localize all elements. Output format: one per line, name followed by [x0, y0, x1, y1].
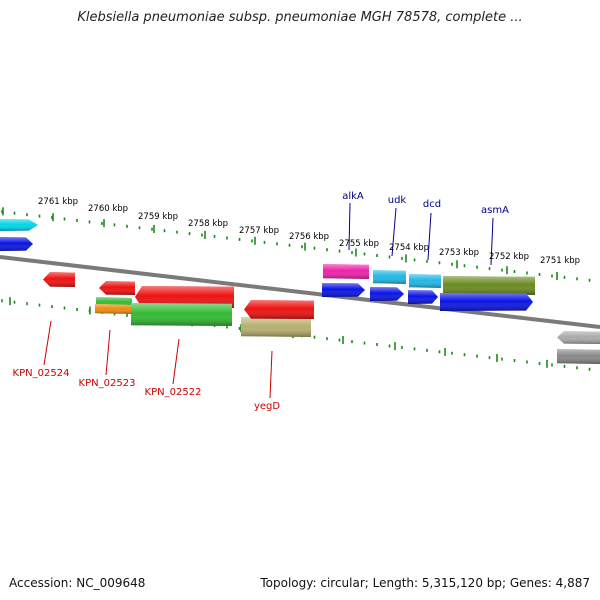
gene-feature-blue-feature-3[interactable] — [408, 290, 438, 304]
kbp-label: 2758 kbp — [188, 219, 228, 229]
gene-feature-asmA[interactable] — [443, 276, 535, 295]
gene-label-udk: udk — [388, 195, 407, 206]
gene-feature-KPN_02523-orange[interactable] — [95, 304, 131, 314]
gene-feature-red-feature-right[interactable] — [244, 300, 314, 319]
leader-line — [105, 329, 111, 376]
leader-line — [348, 202, 351, 251]
gene-feature-feature[interactable] — [557, 349, 600, 364]
leader-line — [490, 217, 494, 266]
genome-backbone — [0, 255, 600, 329]
kbp-label: 2756 kbp — [289, 232, 329, 242]
leader-line — [391, 207, 397, 257]
kbp-label: 2754 kbp — [389, 243, 429, 253]
outer-tick-track — [1, 207, 591, 282]
gene-feature-udk[interactable] — [373, 270, 406, 284]
kbp-labels: 2761 kbp 2760 kbp 2759 kbp 2758 kbp 2757 kbp… — [38, 197, 580, 266]
leader-line — [427, 212, 432, 261]
gene-feature-blue-feature-1[interactable] — [322, 283, 365, 297]
gene-label-asmA: asmA — [481, 205, 509, 216]
kbp-label: 2760 kbp — [88, 204, 128, 214]
genome-title: Klebsiella pneumoniae subsp. pneumoniae … — [77, 10, 523, 25]
kbp-label: 2751 kbp — [540, 256, 580, 266]
leader-line — [269, 350, 273, 399]
leader-line — [43, 320, 52, 366]
accession-text: Accession: NC_009648 — [9, 576, 146, 590]
gene-label-alkA: alkA — [342, 191, 364, 202]
leader-line — [172, 338, 180, 385]
gene-feature-KPN_02524[interactable] — [43, 272, 75, 287]
kbp-label: 2753 kbp — [439, 248, 479, 258]
kbp-label: 2755 kbp — [339, 239, 379, 249]
gene-label-dcd: dcd — [423, 199, 441, 210]
gene-feature-gray-feature-right[interactable] — [557, 331, 600, 344]
kbp-label: 2759 kbp — [138, 212, 178, 222]
gene-labels-top: alkA udk dcd asmA — [342, 191, 509, 216]
gene-feature-alkA[interactable] — [323, 264, 369, 279]
kbp-label: 2757 kbp — [239, 226, 279, 236]
gene-feature-red-feature-a[interactable] — [99, 281, 135, 295]
gene-feature-blue-feature-4[interactable] — [440, 293, 533, 311]
gene-labels-bottom: KPN_02524 KPN_02523 KPN_02522 yegD — [13, 368, 281, 412]
gene-feature-dcd[interactable] — [409, 274, 441, 288]
gene-label-yegD: yegD — [254, 401, 280, 412]
gene-feature-cyan-feature-left[interactable] — [0, 219, 38, 231]
gene-feature-blue-feature-2[interactable] — [370, 287, 404, 301]
label-leader-lines — [43, 202, 494, 399]
kbp-label: 2752 kbp — [489, 252, 529, 262]
gene-feature-blue-feature-left[interactable] — [0, 237, 33, 251]
gene-feature-yegD[interactable] — [241, 317, 311, 337]
genome-summary-text: Topology: circular; Length: 5,315,120 bp… — [260, 576, 590, 590]
gene-label-KPN_02523: KPN_02523 — [79, 378, 136, 389]
gene-feature-KPN_02522[interactable] — [131, 303, 232, 326]
gene-label-KPN_02522: KPN_02522 — [145, 387, 202, 398]
kbp-label: 2761 kbp — [38, 197, 78, 207]
gene-features — [0, 219, 600, 364]
gene-label-KPN_02524: KPN_02524 — [13, 368, 70, 379]
gene-feature-red-feature-b[interactable] — [135, 286, 234, 308]
